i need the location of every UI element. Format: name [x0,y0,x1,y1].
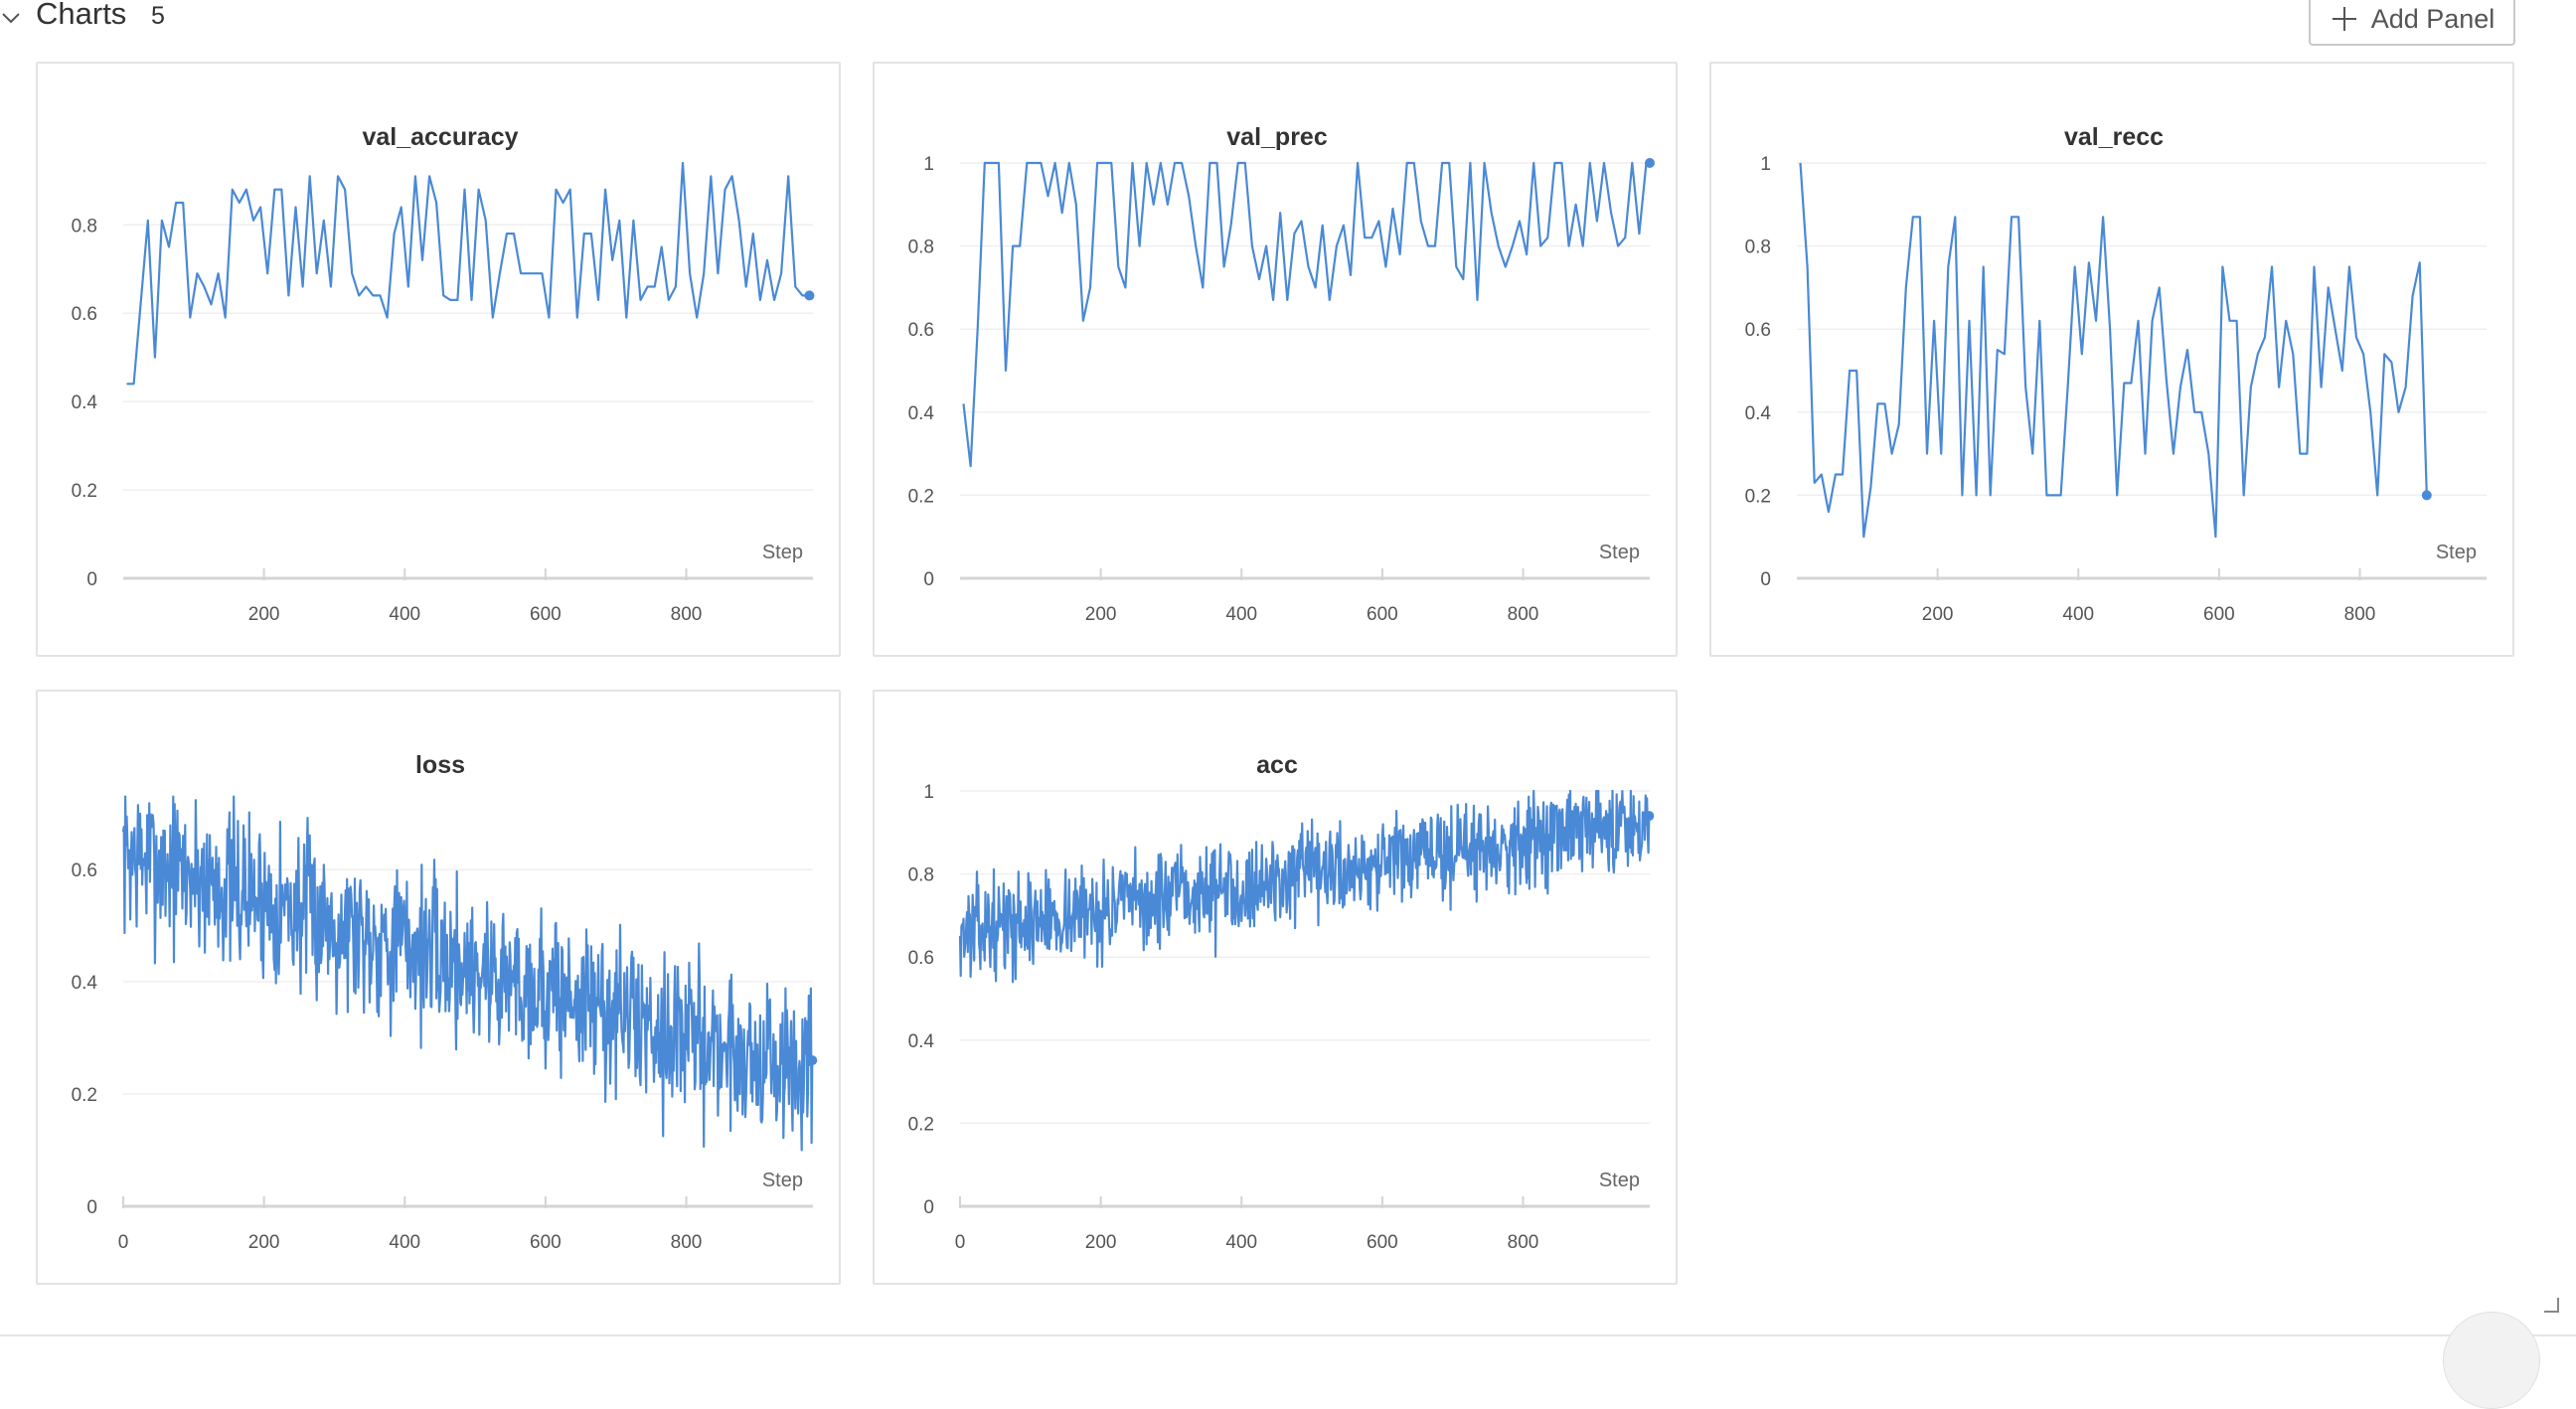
chart-title: val_prec [1226,123,1328,151]
chart-title: acc [1256,751,1298,779]
chart-loss: loss 0 0.2 0.4 0.6 0 200 400 600 800 Step [72,751,818,1253]
x-tick-label: 600 [530,1232,562,1253]
last-value-point [1644,811,1655,822]
chart-panel-val-recc[interactable]: val_recc 0 0.2 0.4 0.6 0.8 1 200 400 600 800 Step [1709,62,2514,657]
floating-action-button[interactable] [2443,1312,2540,1409]
y-tick-label: 0.4 [1745,403,1772,424]
chart-title: val_accuracy [362,123,518,151]
chart-panel-val-prec[interactable]: val_prec 0 0.2 0.4 0.6 0.8 1 200 400 600 800 Step [873,62,1678,657]
y-tick-label: 1 [923,782,934,803]
x-tick-label: 200 [248,604,280,625]
chart-panel-loss[interactable]: loss 0 0.2 0.4 0.6 0 200 400 600 800 Step [36,690,841,1285]
y-tick-label: 0 [923,569,934,590]
x-tick-label: 800 [2344,604,2376,625]
y-tick-label: 0.2 [908,1114,934,1135]
y-tick-label: 0 [86,569,97,590]
y-tick-label: 0.6 [72,861,97,881]
x-tick-label: 800 [1508,604,1539,625]
charts-section-header: Charts 5 Add Panel [0,0,2576,46]
y-tick-label: 0.4 [908,403,935,424]
y-tick-label: 0 [1760,569,1771,590]
y-tick-label: 0.8 [1745,237,1771,258]
last-value-point [2421,490,2432,501]
chart-panel-acc[interactable]: acc 0 0.2 0.4 0.6 0.8 1 0 200 400 600 800 Step [873,690,1678,1285]
x-tick-label: 0 [118,1232,129,1253]
y-tick-label: 0.4 [72,392,98,413]
x-tick-label: 400 [1225,604,1257,625]
y-tick-label: 0.8 [908,237,934,258]
chart-val-prec: val_prec 0 0.2 0.4 0.6 0.8 1 200 400 600 800 Step [908,123,1655,625]
chart-acc: acc 0 0.2 0.4 0.6 0.8 1 0 200 400 600 800 Step [908,751,1655,1253]
section-divider [0,1334,2576,1336]
last-value-point [1645,158,1655,168]
x-tick-label: 800 [1508,1232,1539,1253]
y-tick-label: 0.8 [908,865,934,886]
x-tick-label: 600 [530,604,562,625]
y-tick-label: 0.2 [1745,486,1771,507]
y-tick-label: 0.6 [1745,320,1771,341]
x-axis-label: Step [762,542,803,563]
y-tick-label: 0.2 [908,486,934,507]
x-axis-label: Step [1599,1170,1640,1191]
chart-title: loss [415,751,465,779]
y-tick-label: 0.6 [908,948,934,969]
chart-val-accuracy: val_accuracy 0 0.2 0.4 0.6 0.8 200 400 600 800 Ste… [72,123,815,625]
y-tick-label: 0 [86,1197,97,1218]
chart-title: val_recc [2064,123,2164,151]
plus-icon [2332,7,2356,31]
x-tick-label: 600 [1367,604,1398,625]
x-tick-label: 400 [2062,604,2094,625]
x-tick-label: 200 [1085,604,1117,625]
y-tick-label: 1 [923,154,934,175]
last-value-point [804,290,815,301]
x-tick-label: 400 [389,604,420,625]
x-tick-label: 200 [248,1232,280,1253]
y-tick-label: 0.2 [72,1085,97,1106]
resize-handle-icon[interactable] [2540,1294,2560,1314]
y-tick-label: 0.8 [72,216,97,236]
x-tick-label: 600 [2203,604,2235,625]
y-tick-label: 0.4 [908,1031,935,1052]
series-line [1799,162,2428,539]
add-panel-button[interactable]: Add Panel [2309,0,2515,46]
section-count-badge: 5 [151,2,165,30]
series-line [121,795,814,1152]
section-title: Charts [36,0,127,31]
x-tick-label: 600 [1367,1232,1398,1253]
x-tick-label: 400 [389,1232,420,1253]
y-tick-label: 0.6 [72,304,97,325]
chevron-down-icon[interactable] [0,4,22,32]
chart-val-recc: val_recc 0 0.2 0.4 0.6 0.8 1 200 400 600 800 Step [1745,123,2487,625]
x-axis-label: Step [2436,542,2477,563]
x-tick-label: 800 [671,1232,703,1253]
x-tick-label: 800 [671,604,703,625]
y-tick-label: 1 [1760,154,1771,175]
last-value-point [807,1055,818,1066]
x-tick-label: 400 [1225,1232,1257,1253]
series-line [962,161,1650,468]
series-line [126,161,810,386]
add-panel-label: Add Panel [2370,3,2496,34]
x-tick-label: 0 [955,1232,966,1253]
x-axis-label: Step [1599,542,1640,563]
y-tick-label: 0.6 [908,320,934,341]
y-tick-label: 0 [923,1197,934,1218]
y-tick-label: 0.2 [72,481,97,502]
series-line [958,789,1651,984]
x-axis-label: Step [762,1170,803,1191]
x-tick-label: 200 [1922,604,1954,625]
y-tick-label: 0.4 [72,973,98,994]
chart-panel-val-accuracy[interactable]: val_accuracy 0 0.2 0.4 0.6 0.8 200 400 600 800 Ste… [36,62,841,657]
x-tick-label: 200 [1085,1232,1117,1253]
